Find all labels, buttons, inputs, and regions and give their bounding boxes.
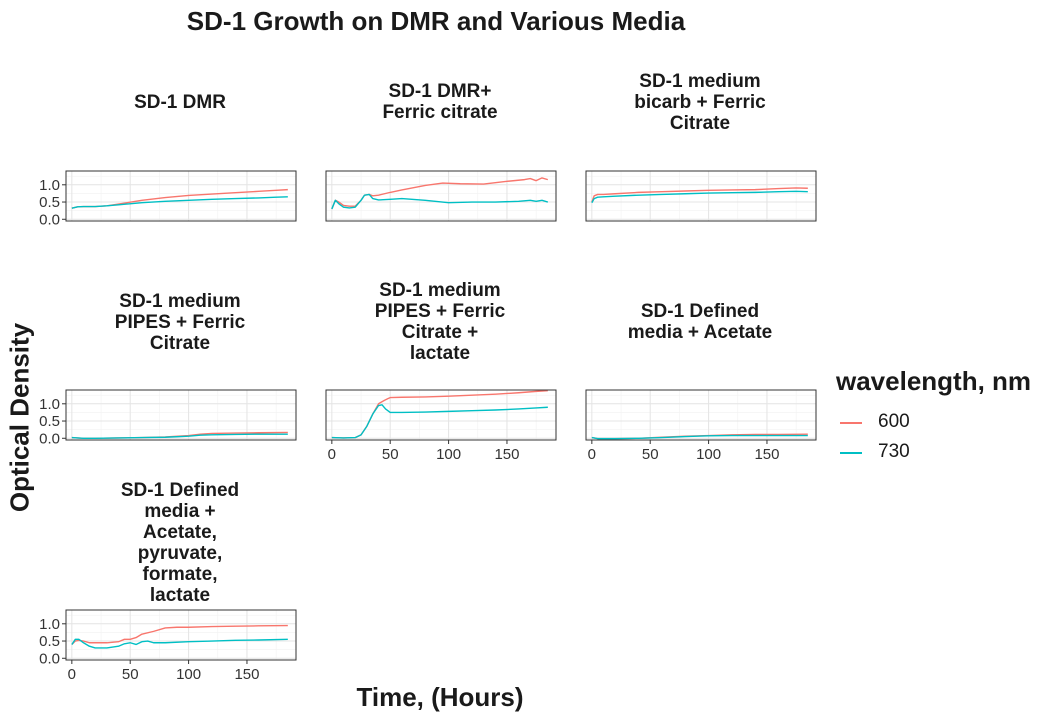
panel-border <box>585 389 817 441</box>
panel-strip-4: SD-1 medium PIPES + Ferric Citrate <box>114 290 246 354</box>
x-axis-title: Time, (Hours) <box>356 682 524 712</box>
x-tick-label: 100 <box>176 666 201 683</box>
y-tick-label: 0.5 <box>39 633 60 650</box>
panel-1: 0.00.51.0 <box>39 170 297 228</box>
panel-background <box>326 171 556 221</box>
series-line-730 <box>71 196 288 209</box>
panel-6: 0 50 100 150 <box>585 389 817 463</box>
series-line-730 <box>591 434 808 440</box>
panel-background <box>66 610 296 660</box>
panel-7: 0.00.51.0 0 50 100 150 <box>39 609 297 683</box>
legend-title: wavelength, nm <box>836 366 1032 396</box>
y-tick-label: 0.0 <box>39 430 60 447</box>
panel-5: 0 50 100 150 <box>325 389 557 463</box>
panel-2 <box>325 170 557 222</box>
x-tick-label: 50 <box>382 446 399 463</box>
legend-key-730 <box>840 452 862 454</box>
legend-item-600: 600 <box>838 411 958 433</box>
panel-background <box>66 390 296 440</box>
y-tick-label: 1.0 <box>39 616 60 633</box>
x-tick-label: 50 <box>122 666 139 683</box>
x-tick-label: 0 <box>328 446 336 463</box>
series-line-730 <box>71 638 288 649</box>
y-tick-label: 0.5 <box>39 413 60 430</box>
panel-border <box>65 389 297 441</box>
x-tick-label: 150 <box>234 666 259 683</box>
y-axis-title: Optical Density <box>4 322 35 513</box>
panel-strip-5: SD-1 medium PIPES + Ferric Citrate + lac… <box>374 280 506 364</box>
y-tick-label: 0.5 <box>39 194 60 211</box>
panel-3 <box>585 170 817 222</box>
legend-label-730: 730 <box>878 441 910 462</box>
panel-strip-7: SD-1 Defined media + Acetate, pyruvate, … <box>120 480 240 606</box>
panel-strip-2: SD-1 DMR+ Ferric citrate <box>382 81 498 123</box>
panel-border <box>65 609 297 661</box>
series-line-730 <box>331 193 549 210</box>
legend-key-600 <box>840 422 862 424</box>
panel-border <box>325 389 557 441</box>
panel-border <box>585 170 817 222</box>
x-tick-label: 100 <box>436 446 461 463</box>
y-tick-label: 1.0 <box>39 177 60 194</box>
x-tick-label: 0 <box>588 446 596 463</box>
legend-label-600: 600 <box>878 411 910 432</box>
panel-strip-6: SD-1 Defined media + Acetate <box>627 301 773 343</box>
x-tick-label: 100 <box>696 446 721 463</box>
x-tick-label: 150 <box>494 446 519 463</box>
series-line-600 <box>331 177 549 210</box>
series-line-600 <box>71 624 288 645</box>
panel-4: 0.00.51.0 <box>39 389 297 447</box>
series-line-730 <box>71 433 288 439</box>
x-tick-label: 50 <box>642 446 659 463</box>
legend-item-730: 730 <box>838 441 958 463</box>
y-tick-label: 0.0 <box>39 650 60 667</box>
panel-background <box>586 390 816 440</box>
chart-title: SD-1 Growth on DMR and Various Media <box>186 6 686 36</box>
x-tick-label: 0 <box>68 666 76 683</box>
panel-border <box>325 170 557 222</box>
x-tick-label: 150 <box>754 446 779 463</box>
y-tick-label: 0.0 <box>39 211 60 228</box>
y-tick-label: 1.0 <box>39 396 60 413</box>
series-line-600 <box>591 187 808 203</box>
panel-strip-3: SD-1 medium bicarb + Ferric Citrate <box>634 70 766 134</box>
panel-background <box>326 390 556 440</box>
series-line-730 <box>591 190 808 204</box>
series-line-730 <box>331 404 548 439</box>
panel-border <box>65 170 297 222</box>
panel-strip-1: SD-1 DMR <box>134 91 226 113</box>
